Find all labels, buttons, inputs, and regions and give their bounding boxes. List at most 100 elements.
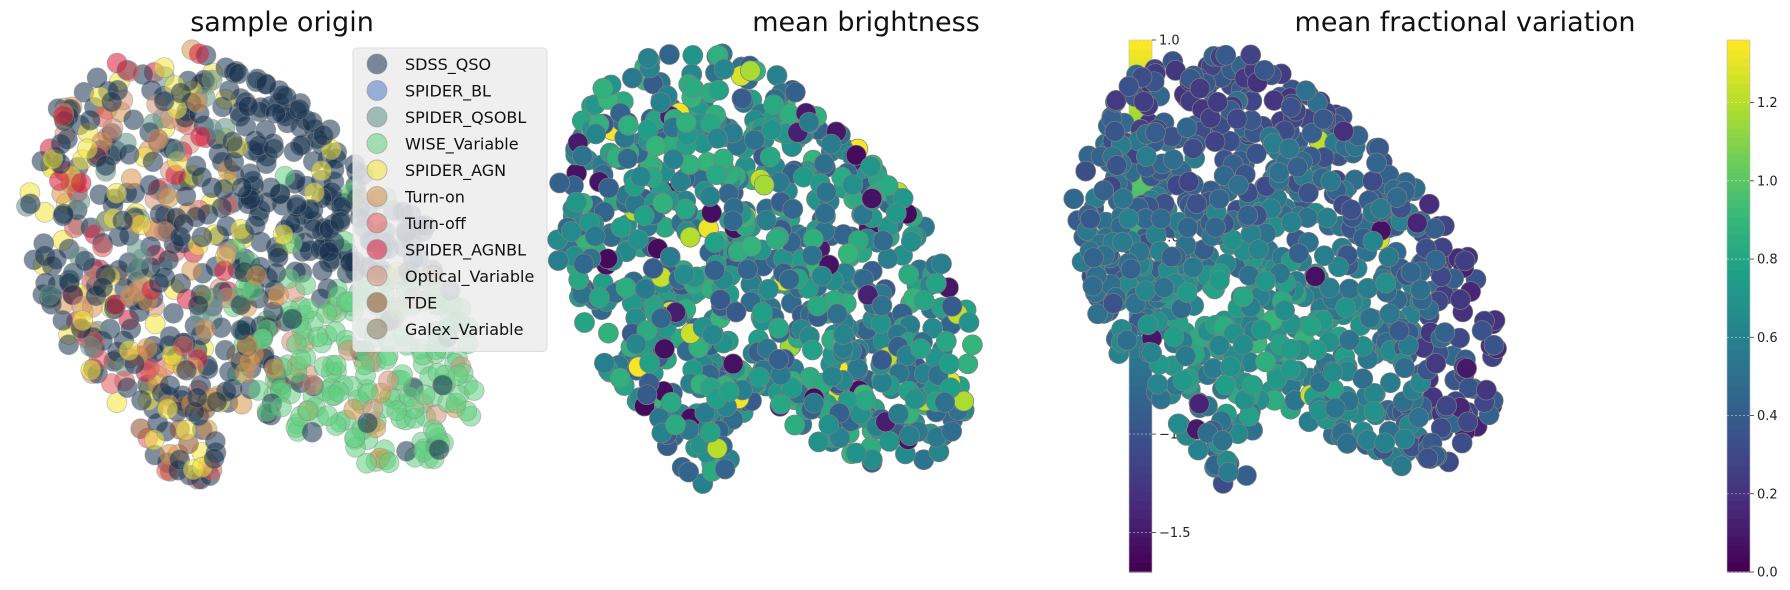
scatter-point — [1248, 239, 1269, 261]
scatter-point — [170, 82, 192, 104]
scatter-point — [172, 213, 194, 235]
scatter-point — [768, 349, 790, 370]
scatter-point — [1204, 131, 1226, 152]
colorbar-segment — [1129, 48, 1152, 59]
scatter-point — [798, 111, 820, 133]
scatter-point — [378, 452, 400, 474]
scatter-point — [118, 339, 140, 361]
scatter-point — [256, 401, 278, 422]
scatter-point — [899, 425, 920, 446]
scatter-point — [77, 138, 98, 160]
scatter-point — [153, 90, 175, 112]
colorbar-segment — [1129, 563, 1152, 573]
scatter-point — [744, 129, 765, 151]
scatter-point — [1316, 207, 1338, 229]
panel-mean-brightness: mean brightness 1.00.50.0−0.5−1.0−1.5 — [547, 7, 1191, 573]
scatter-point — [642, 258, 664, 279]
scatter-point — [272, 224, 294, 246]
scatter-point — [50, 133, 72, 155]
scatter-point — [650, 92, 672, 113]
colorbar-segment — [1727, 350, 1750, 360]
legend-label: WISE_Variable — [405, 135, 519, 155]
colorbar-segment — [1129, 376, 1152, 387]
scatter-point — [1400, 261, 1422, 283]
legend-marker — [366, 106, 388, 128]
scatter-point — [158, 249, 179, 271]
scatter-point — [190, 125, 211, 147]
scatter-point — [1398, 335, 1419, 356]
scatter-point — [378, 370, 400, 392]
scatter-point — [910, 338, 932, 360]
scatter-point — [447, 364, 469, 386]
scatter-point — [1106, 155, 1128, 176]
scatter-point — [1240, 44, 1262, 66]
scatter-point — [589, 287, 610, 309]
colorbar-segment — [1727, 492, 1750, 502]
scatter-point — [1112, 188, 1134, 209]
colorbar-segment — [1727, 403, 1750, 413]
scatter-point — [206, 391, 228, 413]
chart-title: mean brightness — [752, 7, 980, 38]
scatter-point — [1340, 199, 1362, 221]
scatter-point — [885, 202, 907, 224]
scatter-point — [1483, 334, 1505, 356]
scatter-point — [871, 349, 893, 371]
legend-marker — [366, 292, 388, 313]
colorbar-segment — [1129, 181, 1152, 192]
colorbar-tick-label: 1.2 — [1757, 96, 1778, 111]
scatter-point — [935, 330, 957, 352]
scatter-point — [845, 442, 867, 464]
colorbar-segment — [1727, 243, 1750, 254]
colorbar-tick-label: 1.0 — [1159, 34, 1180, 49]
scatter-point — [247, 379, 269, 401]
scatter-point — [432, 374, 454, 396]
scatter-point — [211, 197, 233, 219]
scatter-point — [310, 160, 332, 182]
scatter-point — [1363, 400, 1385, 422]
scatter-point — [925, 272, 947, 294]
scatter-point — [1163, 326, 1185, 348]
scatter-point — [356, 452, 378, 474]
scatter-point — [710, 289, 731, 310]
scatter-point — [1226, 108, 1248, 130]
scatter-point — [92, 276, 113, 298]
scatter-point — [1476, 379, 1497, 401]
legend-label: TDE — [404, 294, 437, 313]
scatter-point — [1418, 193, 1440, 215]
scatter-point — [694, 402, 716, 424]
scatter-point — [645, 135, 667, 157]
scatter-point — [1255, 351, 1276, 373]
scatter-point — [673, 264, 695, 285]
scatter-point — [1112, 231, 1133, 253]
scatter-point — [131, 389, 152, 411]
colorbar-segment — [1727, 412, 1750, 422]
scatter-point — [214, 339, 236, 361]
scatter-point — [731, 88, 753, 109]
legend-marker — [366, 265, 388, 287]
scatter-point — [682, 77, 704, 99]
colorbar-segment — [1727, 217, 1750, 227]
colorbar-segment — [1727, 323, 1750, 334]
scatter-point — [148, 272, 170, 294]
colorbar-segment — [1129, 474, 1152, 484]
scatter-point — [1118, 76, 1140, 97]
scatter-point — [877, 175, 899, 196]
scatter-point — [758, 278, 779, 300]
scatter-point — [1300, 315, 1322, 337]
scatter-point — [41, 255, 63, 277]
scatter-point — [194, 318, 216, 340]
scatter-point — [1079, 208, 1101, 230]
scatter-point — [879, 431, 900, 452]
scatter-point — [1328, 256, 1349, 278]
scatter-point — [1177, 217, 1199, 238]
colorbar-segment — [1129, 465, 1152, 476]
scatter-point — [117, 377, 138, 399]
scatter-point — [297, 400, 319, 422]
scatter-point — [675, 112, 697, 133]
colorbar-segment — [1727, 439, 1750, 449]
scatter-point — [707, 127, 728, 149]
colorbar-segment — [1129, 40, 1152, 50]
scatter-point — [312, 124, 334, 146]
scatter-point — [119, 285, 141, 307]
scatter-point — [845, 144, 867, 166]
